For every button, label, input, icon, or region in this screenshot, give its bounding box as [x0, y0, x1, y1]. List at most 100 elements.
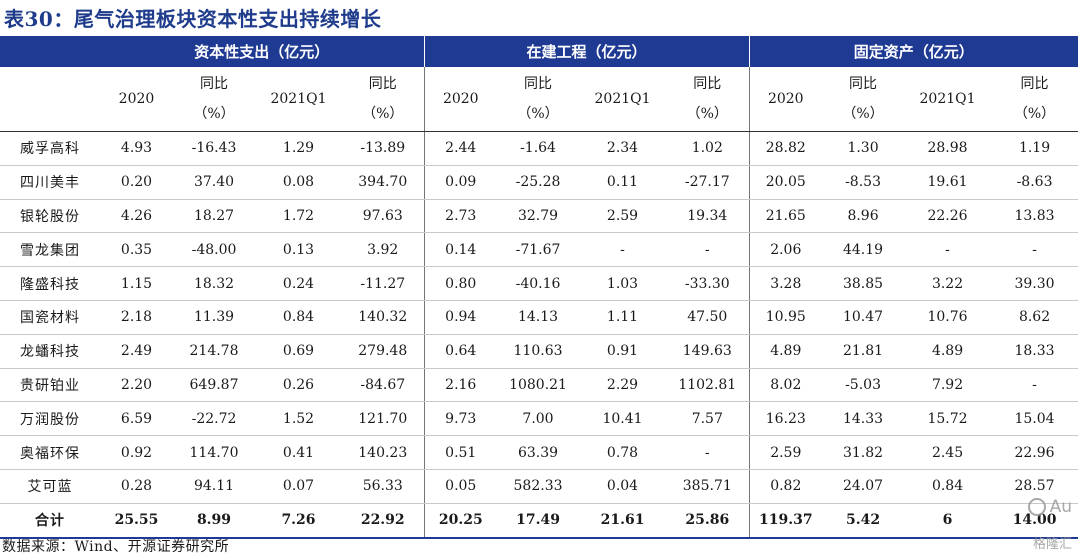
table-cell: 0.07 — [255, 469, 342, 504]
table-cell: -13.89 — [342, 131, 425, 166]
table-cell: 2.59 — [748, 435, 823, 470]
table-cell: 0.64 — [423, 334, 498, 369]
table-cell: -40.16 — [497, 266, 580, 301]
table-cell: 0.24 — [255, 266, 342, 301]
table-cell: 56.33 — [342, 469, 425, 504]
watermark-caption: 格隆汇 — [1032, 537, 1072, 552]
total-row: 合计 25.55 8.99 7.26 22.92 20.25 17.49 21.61 25.86… — [0, 502, 1079, 539]
table-cell: 1080.21 — [497, 368, 580, 403]
table-cell: 1.72 — [255, 199, 342, 234]
company-name: 隆盛科技 — [0, 266, 100, 301]
table-cell: 1.19 — [991, 131, 1079, 166]
col-header: 2020 — [423, 67, 498, 132]
table-cell: -8.53 — [822, 165, 905, 200]
table-cell: 25.55 — [100, 502, 173, 539]
table-cell: 8.99 — [173, 502, 255, 539]
table-cell: 0.51 — [423, 435, 498, 470]
table-cell: 8.02 — [748, 368, 823, 403]
company-name: 国瓷材料 — [0, 300, 100, 335]
table-cell: 0.09 — [423, 165, 498, 200]
table-cell: -71.67 — [497, 232, 580, 268]
table-cell: 0.41 — [255, 435, 342, 470]
table-cell: 31.82 — [822, 435, 905, 470]
company-name: 奥福环保 — [0, 435, 100, 470]
corner-cell — [0, 36, 100, 67]
table-cell: 582.33 — [497, 469, 580, 504]
col-header: 2020 — [100, 67, 173, 132]
company-name: 艾可蓝 — [0, 469, 100, 504]
table-cell: 0.35 — [100, 232, 173, 268]
table-cell: 7.00 — [497, 401, 580, 437]
table-cell: 0.94 — [423, 300, 498, 335]
table-cell: 7.26 — [255, 502, 342, 539]
table-cell: 22.96 — [991, 435, 1079, 470]
table-cell: 25.86 — [666, 502, 750, 539]
table-cell: 1.15 — [100, 266, 173, 301]
company-name: 合计 — [0, 502, 100, 539]
table-cell: 1.02 — [666, 131, 750, 166]
table-cell: -8.63 — [991, 165, 1079, 200]
table-cell: 0.28 — [100, 469, 173, 504]
table-cell: - — [666, 232, 750, 268]
table-cell: 17.49 — [497, 502, 580, 539]
table-cell: 16.23 — [748, 401, 823, 437]
table-cell: 2.73 — [423, 199, 498, 234]
table-cell: 2.18 — [100, 300, 173, 335]
table-cell: 3.28 — [748, 266, 823, 301]
ring-icon — [1027, 498, 1046, 516]
table-cell: 8.62 — [991, 300, 1079, 335]
source-note: 数据来源：Wind、开源证券研究所 — [2, 539, 230, 555]
col-header: 同比 （%） — [342, 67, 425, 132]
table-cell: 0.69 — [255, 334, 342, 369]
table-cell: -11.27 — [342, 266, 425, 301]
table-cell: 18.33 — [991, 334, 1079, 369]
table-cell: -1.64 — [497, 131, 580, 166]
table-row: 万润股份 6.59 -22.72 1.52 121.70 9.73 7.00 10.41 7.5… — [0, 401, 1079, 437]
table-cell: 37.40 — [173, 165, 255, 200]
table-cell: 10.95 — [748, 300, 823, 335]
table-cell: 0.92 — [100, 435, 173, 470]
table-cell: 11.39 — [173, 300, 255, 335]
table-cell: 0.84 — [255, 300, 342, 335]
table-row: 龙蟠科技 2.49 214.78 0.69 279.48 0.64 110.63 0.91 14… — [0, 334, 1079, 369]
table-cell: 2.44 — [423, 131, 498, 166]
table-cell: 110.63 — [497, 334, 580, 369]
table-cell: 1102.81 — [666, 368, 750, 403]
table-cell: 6 — [904, 502, 992, 539]
table-cell: 0.14 — [423, 232, 498, 268]
sub-header-row: 2020 同比 （%） 2021Q1 同比 （%） 2020 同比 （%） 20… — [0, 67, 1079, 132]
company-name: 威孚高科 — [0, 131, 100, 166]
table-cell: 4.89 — [904, 334, 992, 369]
table-cell: 214.78 — [173, 334, 255, 369]
table-cell: 7.57 — [666, 401, 750, 437]
table-cell: 21.61 — [579, 502, 667, 539]
table-cell: 21.81 — [822, 334, 905, 369]
table-cell: 0.26 — [255, 368, 342, 403]
table-cell: 2.45 — [904, 435, 992, 470]
company-name: 雪龙集团 — [0, 232, 100, 268]
company-name: 龙蟠科技 — [0, 334, 100, 369]
col-header: 同比 （%） — [173, 67, 255, 132]
company-name: 万润股份 — [0, 401, 100, 437]
table-cell: 47.50 — [666, 300, 750, 335]
table-cell: -16.43 — [173, 131, 255, 166]
table-cell: -22.72 — [173, 401, 255, 437]
group-header: 资本性支出（亿元） — [100, 36, 425, 67]
table-cell: 19.61 — [904, 165, 992, 200]
table-body: 威孚高科 4.93 -16.43 1.29 -13.89 2.44 -1.64 2.34 1.0… — [0, 131, 1079, 539]
table-cell: 10.76 — [904, 300, 992, 335]
table-row: 贵研铂业 2.20 649.87 0.26 -84.67 2.16 1080.21 2.29 1… — [0, 368, 1079, 403]
table-cell: -25.28 — [497, 165, 580, 200]
table-row: 雪龙集团 0.35 -48.00 0.13 3.92 0.14 -71.67- -2.06 44… — [0, 232, 1079, 268]
table-cell: 20.05 — [748, 165, 823, 200]
group-header: 固定资产（亿元） — [748, 36, 1079, 67]
table-cell: 0.78 — [579, 435, 667, 470]
table-cell: 3.92 — [342, 232, 425, 268]
table-cell: 22.26 — [904, 199, 992, 234]
table-cell: 15.72 — [904, 401, 992, 437]
table-cell: 9.73 — [423, 401, 498, 437]
watermark-text: Au — [1049, 497, 1072, 517]
col-header: 同比 （%） — [822, 67, 905, 132]
table-cell: 149.63 — [666, 334, 750, 369]
table-cell: 4.26 — [100, 199, 173, 234]
